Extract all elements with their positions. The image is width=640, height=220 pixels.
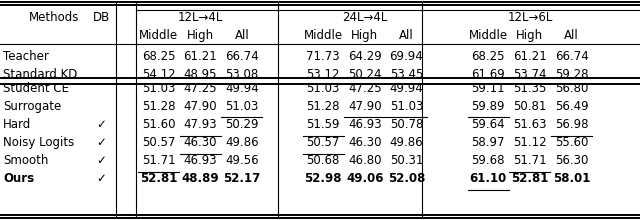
Text: 47.90: 47.90 (184, 99, 217, 113)
Text: Middle: Middle (468, 29, 508, 42)
Text: 49.94: 49.94 (390, 81, 423, 95)
Text: High: High (187, 29, 214, 42)
Text: 59.11: 59.11 (472, 81, 505, 95)
Text: 61.21: 61.21 (513, 50, 547, 63)
Text: 51.71: 51.71 (142, 154, 175, 167)
Text: 49.56: 49.56 (225, 154, 259, 167)
Text: 52.98: 52.98 (305, 172, 342, 185)
Text: 49.06: 49.06 (346, 172, 383, 185)
Text: 53.12: 53.12 (307, 68, 340, 81)
Text: DB: DB (93, 11, 109, 24)
Text: 64.29: 64.29 (348, 50, 381, 63)
Text: 50.57: 50.57 (307, 136, 340, 149)
Text: All: All (564, 29, 579, 42)
Text: 46.93: 46.93 (348, 117, 381, 131)
Text: 51.60: 51.60 (142, 117, 175, 131)
Text: 56.30: 56.30 (555, 154, 588, 167)
Text: Surrogate: Surrogate (3, 99, 61, 113)
Text: 47.90: 47.90 (348, 99, 381, 113)
Text: 50.68: 50.68 (307, 154, 340, 167)
Text: Teacher: Teacher (3, 50, 49, 63)
Text: 66.74: 66.74 (225, 50, 259, 63)
Text: 54.12: 54.12 (142, 68, 175, 81)
Text: Student CE: Student CE (3, 81, 69, 95)
Text: 51.63: 51.63 (513, 117, 547, 131)
Text: 12L→6L: 12L→6L (508, 11, 552, 24)
Text: 51.71: 51.71 (513, 154, 547, 167)
Text: 46.93: 46.93 (184, 154, 217, 167)
Text: 12L→4L: 12L→4L (178, 11, 223, 24)
Text: 59.28: 59.28 (555, 68, 588, 81)
Text: All: All (399, 29, 414, 42)
Text: 51.03: 51.03 (142, 81, 175, 95)
Text: 49.86: 49.86 (390, 136, 423, 149)
Text: 50.31: 50.31 (390, 154, 423, 167)
Text: 53.45: 53.45 (390, 68, 423, 81)
Text: 50.29: 50.29 (225, 117, 259, 131)
Text: 53.08: 53.08 (225, 68, 259, 81)
Text: Ours: Ours (3, 172, 35, 185)
Text: 49.94: 49.94 (225, 81, 259, 95)
Text: 52.08: 52.08 (388, 172, 425, 185)
Text: Middle: Middle (303, 29, 343, 42)
Text: 68.25: 68.25 (142, 50, 175, 63)
Text: High: High (351, 29, 378, 42)
Text: ✓: ✓ (96, 154, 106, 167)
Text: 66.74: 66.74 (555, 50, 588, 63)
Text: 61.21: 61.21 (184, 50, 217, 63)
Text: ✓: ✓ (96, 136, 106, 149)
Text: 51.03: 51.03 (225, 99, 259, 113)
Text: 51.03: 51.03 (307, 81, 340, 95)
Text: 46.80: 46.80 (348, 154, 381, 167)
Text: 58.01: 58.01 (553, 172, 590, 185)
Text: 47.25: 47.25 (348, 81, 381, 95)
Text: 52.81: 52.81 (140, 172, 177, 185)
Text: 51.12: 51.12 (513, 136, 547, 149)
Text: Middle: Middle (139, 29, 179, 42)
Text: 46.30: 46.30 (184, 136, 217, 149)
Text: 51.59: 51.59 (307, 117, 340, 131)
Text: 71.73: 71.73 (307, 50, 340, 63)
Text: ✓: ✓ (96, 172, 106, 185)
Text: 58.97: 58.97 (472, 136, 505, 149)
Text: High: High (516, 29, 543, 42)
Text: 48.89: 48.89 (182, 172, 219, 185)
Text: 50.78: 50.78 (390, 117, 423, 131)
Text: 47.93: 47.93 (184, 117, 217, 131)
Text: 48.95: 48.95 (184, 68, 217, 81)
Text: 69.94: 69.94 (390, 50, 423, 63)
Text: 51.35: 51.35 (513, 81, 547, 95)
Text: 50.81: 50.81 (513, 99, 547, 113)
Text: 61.69: 61.69 (472, 68, 505, 81)
Text: 46.30: 46.30 (348, 136, 381, 149)
Text: 47.25: 47.25 (184, 81, 217, 95)
Text: All: All (234, 29, 250, 42)
Text: 50.57: 50.57 (142, 136, 175, 149)
Text: 53.74: 53.74 (513, 68, 547, 81)
Text: 52.17: 52.17 (223, 172, 260, 185)
Text: 59.68: 59.68 (472, 154, 505, 167)
Text: 51.03: 51.03 (390, 99, 423, 113)
Text: 61.10: 61.10 (470, 172, 507, 185)
Text: 50.24: 50.24 (348, 68, 381, 81)
Text: 59.64: 59.64 (472, 117, 505, 131)
Text: Noisy Logits: Noisy Logits (3, 136, 74, 149)
Text: 52.81: 52.81 (511, 172, 548, 185)
Text: 68.25: 68.25 (472, 50, 505, 63)
Text: 49.86: 49.86 (225, 136, 259, 149)
Text: 59.89: 59.89 (472, 99, 505, 113)
Text: Hard: Hard (3, 117, 31, 131)
Text: 56.80: 56.80 (555, 81, 588, 95)
Text: 24L→4L: 24L→4L (342, 11, 387, 24)
Text: Methods: Methods (29, 11, 79, 24)
Text: 56.49: 56.49 (555, 99, 588, 113)
Text: 55.60: 55.60 (555, 136, 588, 149)
Text: 56.98: 56.98 (555, 117, 588, 131)
Text: 51.28: 51.28 (307, 99, 340, 113)
Text: ✓: ✓ (96, 117, 106, 131)
Text: Smooth: Smooth (3, 154, 49, 167)
Text: 51.28: 51.28 (142, 99, 175, 113)
Text: Standard KD: Standard KD (3, 68, 77, 81)
